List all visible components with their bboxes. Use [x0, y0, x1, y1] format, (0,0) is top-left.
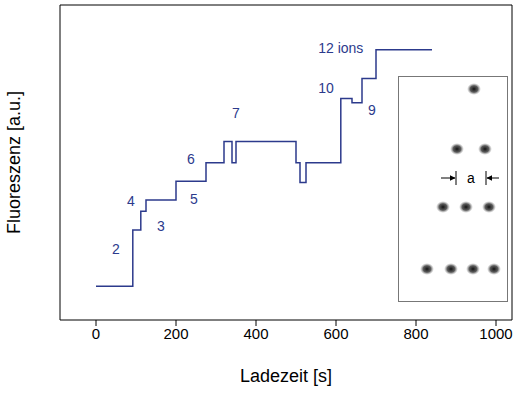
svg-text:600: 600 — [323, 325, 348, 342]
svg-text:7: 7 — [232, 105, 240, 121]
svg-text:a: a — [467, 170, 475, 186]
svg-text:9: 9 — [368, 102, 376, 118]
svg-text:4: 4 — [127, 193, 135, 209]
svg-text:200: 200 — [163, 325, 188, 342]
svg-text:2: 2 — [112, 241, 120, 257]
svg-text:6: 6 — [187, 151, 195, 167]
svg-text:3: 3 — [157, 218, 165, 234]
svg-text:0: 0 — [92, 325, 100, 342]
svg-text:800: 800 — [403, 325, 428, 342]
svg-text:Fluoreszenz [a.u.]: Fluoreszenz [a.u.] — [4, 91, 24, 234]
svg-text:400: 400 — [243, 325, 268, 342]
svg-text:12 ions: 12 ions — [318, 40, 363, 56]
svg-text:10: 10 — [318, 80, 334, 96]
svg-text:5: 5 — [190, 191, 198, 207]
svg-text:Ladezeit [s]: Ladezeit [s] — [240, 366, 332, 386]
svg-text:1000: 1000 — [479, 325, 512, 342]
